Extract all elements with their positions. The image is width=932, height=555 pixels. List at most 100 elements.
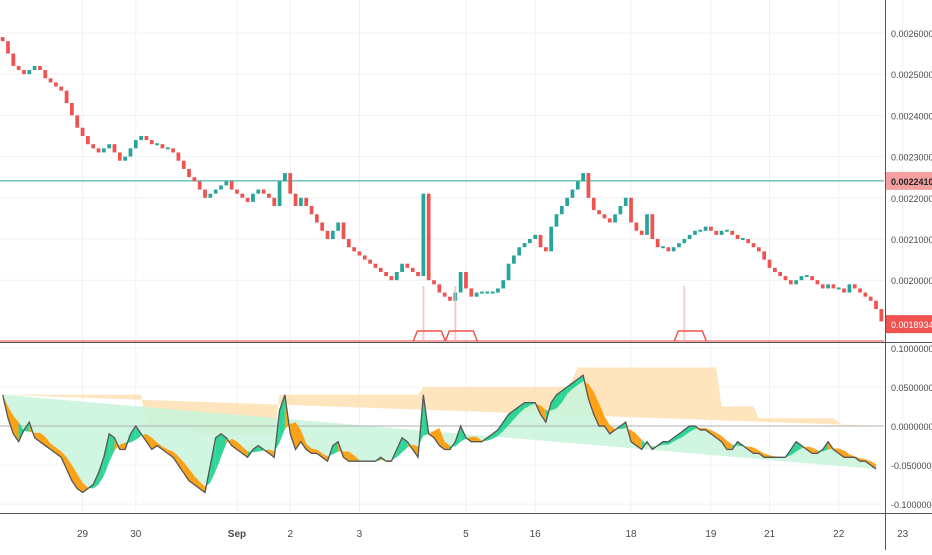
- candle-bar: [826, 284, 830, 289]
- time-axis-tick-label: 21: [764, 529, 776, 540]
- oscillator-fill-segment: [71, 465, 78, 489]
- oscillator-fill-segment: [444, 441, 450, 450]
- candle-bar: [176, 152, 181, 161]
- oscillator-fill-segment: [396, 437, 403, 458]
- candle-bar: [528, 238, 532, 244]
- candle-bar: [293, 193, 298, 207]
- oscillator-fill-segment: [684, 426, 690, 436]
- oscillator-fill-segment: [524, 402, 530, 409]
- price-axis-tick-label: 0.0021000: [891, 235, 932, 245]
- oscillator-fill-segment: [631, 429, 637, 446]
- oscillator-fill-segment: [300, 429, 307, 450]
- candle-bar: [602, 214, 607, 219]
- candle-bar: [224, 181, 229, 186]
- candle-bar: [852, 284, 857, 289]
- candle-bar: [788, 280, 793, 285]
- candle-bar: [810, 276, 814, 281]
- candle-bar: [820, 284, 825, 289]
- oscillator-fill-segment: [66, 457, 72, 481]
- indicator-axis-tick-label: -0.1000000: [891, 500, 932, 510]
- oscillator-fill-segment: [167, 449, 174, 458]
- oscillator-fill-segment: [119, 442, 126, 450]
- candle-bar: [400, 263, 404, 272]
- oscillator-fill-segment: [50, 443, 56, 454]
- oscillator-fill-segment: [135, 426, 142, 440]
- oscillator-fill-segment: [18, 422, 24, 442]
- oscillator-line[interactable]: [2, 374, 877, 494]
- oscillator-fill-segment: [215, 433, 221, 471]
- candle-bar: [240, 193, 245, 198]
- candle-bar: [655, 238, 660, 248]
- oscillator-fill-segment: [306, 443, 312, 454]
- candle-bar: [815, 280, 820, 285]
- oscillator-fill-segment: [231, 438, 237, 450]
- oscillator-fill-segment: [210, 437, 216, 483]
- candle-bar: [554, 214, 559, 227]
- candle-bar: [16, 65, 21, 71]
- candle-bar: [804, 275, 809, 278]
- candle-bar: [714, 230, 719, 235]
- candle-bar: [634, 222, 639, 231]
- candle-bar: [261, 189, 266, 194]
- oscillator-fill-segment: [7, 406, 14, 434]
- candle-bar: [522, 243, 527, 248]
- candle-bar: [197, 181, 202, 190]
- candle-bar: [283, 173, 287, 182]
- oscillator-fill-segment: [561, 386, 568, 403]
- candle-bar: [751, 243, 756, 248]
- candle-bar: [165, 147, 170, 150]
- oscillator-fill-segment: [721, 435, 727, 450]
- oscillator-fill-segment: [354, 455, 360, 462]
- candle-bar: [842, 288, 846, 293]
- candle-bar: [133, 140, 138, 149]
- candle-bar: [101, 148, 106, 153]
- time-axis-tick-label: 16: [530, 529, 542, 540]
- candle-bar: [416, 271, 420, 277]
- candle-bar: [123, 156, 128, 161]
- candle-bar: [799, 276, 804, 281]
- candle-bar: [879, 309, 884, 322]
- candle-bar: [346, 238, 351, 248]
- price-axis-tick-label: 0.0022000: [891, 194, 932, 204]
- candle-bar: [682, 238, 687, 244]
- candle-bar: [618, 206, 623, 215]
- oscillator-fill-segment: [673, 433, 679, 442]
- candle-bar: [719, 230, 724, 235]
- candle-bar: [703, 226, 708, 231]
- oscillator-fill-segment: [199, 481, 206, 493]
- candle-bar: [64, 90, 69, 104]
- time-axis-tick-label: 5: [463, 529, 469, 540]
- oscillator-fill-segment: [476, 436, 482, 442]
- oscillator-fill-segment: [796, 441, 802, 452]
- oscillator-fill-segment: [55, 447, 62, 458]
- candle-bar: [112, 144, 117, 153]
- indicator-panel[interactable]: [0, 367, 884, 494]
- candle-bar: [192, 177, 197, 182]
- candle-bar: [304, 197, 309, 207]
- candle-bar: [623, 197, 628, 207]
- candle-bar: [645, 214, 649, 235]
- oscillator-fill-segment: [503, 414, 509, 431]
- candle-bar: [570, 189, 575, 198]
- oscillator-fill-segment: [434, 428, 440, 446]
- candle-bar: [309, 206, 314, 215]
- candle-bar: [868, 296, 873, 301]
- candle-bar: [277, 181, 282, 207]
- oscillator-fill-segment: [588, 384, 594, 415]
- candle-bar: [735, 234, 740, 239]
- oscillator-fill-segment: [109, 433, 115, 463]
- candle-bar: [863, 292, 868, 297]
- oscillator-fill-segment: [343, 451, 349, 462]
- oscillator-fill-segment: [183, 462, 190, 481]
- oscillator-fill-segment: [790, 441, 797, 456]
- horizontal-line-label-bg: [886, 171, 932, 190]
- price-panel[interactable]: [0, 37, 884, 342]
- candle-bar: [299, 197, 303, 207]
- volume-bump: [412, 330, 447, 342]
- candle-bar: [756, 247, 761, 252]
- oscillator-fill-segment: [322, 453, 328, 462]
- candle-bar: [671, 247, 676, 252]
- candle-bar: [235, 189, 239, 194]
